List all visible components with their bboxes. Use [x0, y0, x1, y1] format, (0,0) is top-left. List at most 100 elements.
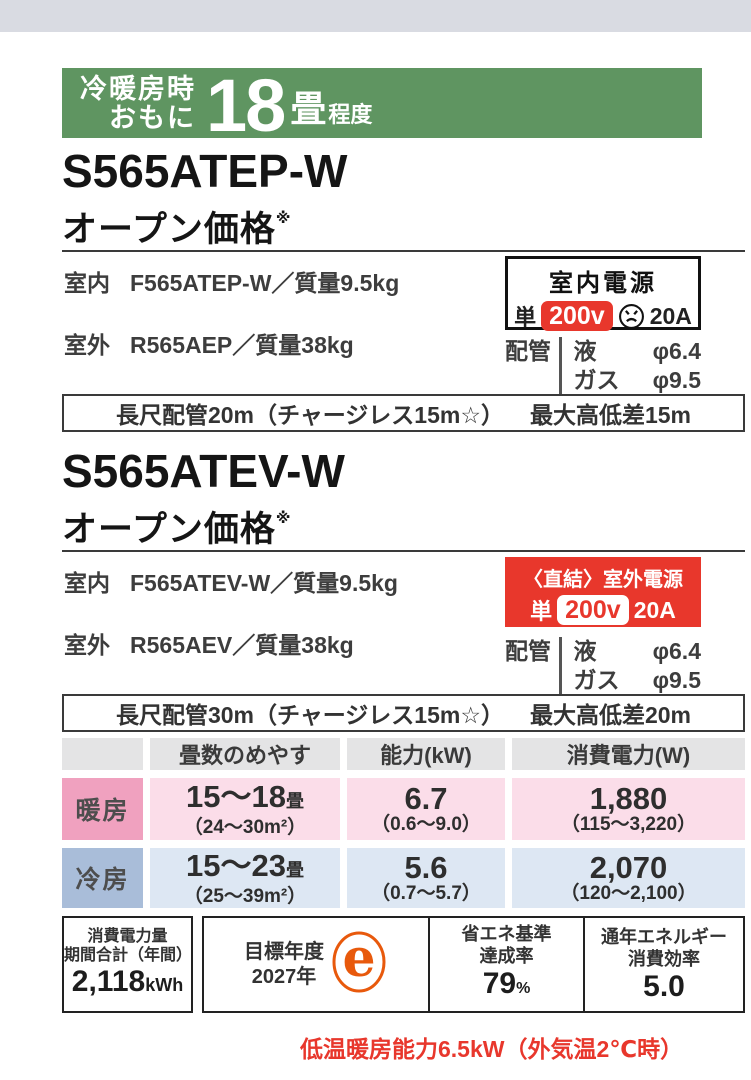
annual-kwh-number: 2,118 [71, 965, 146, 998]
annual-consumption-title-line1: 消費電力量 [87, 928, 168, 945]
svg-text:e: e [342, 929, 375, 989]
voltage-badge: 200v [557, 595, 629, 625]
capacity-caption-line1: 冷暖房時 [80, 74, 196, 104]
annual-consumption-title-line2: 期間合計（年間） [64, 947, 193, 964]
capacity-unit: 畳 [290, 88, 327, 129]
energy-info-section: 消費電力量 期間合計（年間） 2,118kWh 目標年度 2027年 e 省エネ… [62, 916, 745, 1013]
energy-saving-grid: 目標年度 2027年 e 省エネ基準 達成率 79% 通年エネルギー 消費効率 … [202, 916, 745, 1013]
piping-diameter: φ6.4 [652, 638, 701, 664]
tatami-range: 15～23 [186, 847, 286, 883]
table-corner-cell [62, 738, 143, 770]
piping-diameter: φ6.4 [652, 338, 701, 364]
piping-divider [559, 637, 562, 694]
long-pipe-note: 長尺配管30m（チャージレス15m☆） [115, 702, 504, 728]
cooling-area-range: （25～39m²） [183, 885, 307, 907]
piping-diameter: φ9.5 [652, 367, 701, 393]
heating-power-value: 1,880 [589, 781, 668, 816]
voltage-badge: 200v [541, 301, 613, 331]
annual-consumption-value: 2,118kWh [72, 965, 183, 1002]
achievement-value: 79% [483, 967, 531, 1006]
long-pipe-note: 長尺配管20m（チャージレス15m☆） [115, 402, 504, 428]
power-box-title: 室内電源 [549, 270, 657, 297]
price-note-mark: ※ [275, 510, 292, 527]
max-height-note: 最大高低差20m [529, 702, 692, 728]
outlet-icon [618, 303, 645, 330]
model-name: S565ATEP-W [62, 145, 348, 197]
achievement-percent-sign: % [516, 980, 531, 997]
top-strip [0, 0, 751, 32]
piping-rows: 液 φ6.4 ガス φ9.5 [574, 637, 702, 694]
amperage: 20A [649, 302, 692, 329]
annual-consumption-box: 消費電力量 期間合計（年間） 2,118kWh [62, 916, 193, 1013]
price-text: オープン価格 [62, 510, 276, 549]
target-year-label: 目標年度 [244, 940, 324, 963]
cooling-capacity-range: （0.7～5.7） [371, 883, 481, 904]
piping-name: 液 [573, 338, 597, 364]
model-name: S565ATEV-W [62, 445, 345, 497]
piping-divider [559, 337, 562, 394]
column-header-power: 消費電力(W) [512, 738, 745, 770]
power-phase: 単 [530, 599, 553, 624]
heating-capacity-range: （0.6～9.0） [371, 814, 481, 835]
achievement-label-line2: 達成率 [479, 946, 534, 966]
cooling-tatami-value: 15～23畳 [186, 850, 304, 886]
capacity-number: 18 [206, 64, 286, 147]
capacity-spec-table: 畳数のめやす 能力(kW) 消費電力(W) 暖房 15～18畳 （24～30m²… [62, 738, 745, 908]
power-spec-line: 単 200v 20A [505, 594, 701, 626]
indoor-unit-row: 室内 F565ATEV-W／質量9.5kg [64, 564, 398, 598]
row-label-cooling: 冷房 [62, 848, 143, 908]
model-price: オープン価格※ [62, 201, 292, 252]
indoor-label: 室内 [64, 270, 110, 296]
piping-row-liquid: 液 φ6.4 [574, 337, 702, 365]
outdoor-label: 室外 [64, 632, 110, 658]
piping-name: 液 [573, 638, 597, 664]
row-label-heating: 暖房 [62, 778, 143, 840]
piping-label: 配管 [505, 638, 551, 664]
target-year-cell: 目標年度 2027年 e [204, 918, 428, 1011]
amperage: 20A [633, 596, 676, 623]
power-phase: 単 [514, 305, 537, 330]
energy-saving-e-mark-icon: e [330, 928, 388, 1000]
indoor-label: 室内 [64, 570, 110, 596]
column-header-tatami: 畳数のめやす [150, 738, 340, 770]
piping-name: ガス [573, 367, 620, 393]
outdoor-value: R565AEV／質量38kg [130, 632, 354, 658]
power-box-title: 〈直結〉室外電源 [523, 569, 683, 591]
apf-label-line1: 通年エネルギー [601, 926, 727, 947]
capacity-unit-suffix: 程度 [328, 102, 373, 127]
outdoor-unit-row: 室外 R565AEV／質量38kg [64, 626, 354, 660]
long-pipe-box: 長尺配管20m（チャージレス15m☆） 最大高低差15m [62, 394, 745, 432]
outdoor-value: R565AEP／質量38kg [130, 332, 354, 358]
target-year-value: 2027年 [251, 965, 317, 988]
outdoor-label: 室外 [64, 332, 110, 358]
indoor-value: F565ATEP-W／質量9.5kg [130, 270, 400, 296]
indoor-unit-row: 室内 F565ATEP-W／質量9.5kg [64, 264, 399, 298]
apf-value: 5.0 [643, 969, 685, 1003]
power-spec-line: 単 200v 20A [508, 300, 698, 332]
long-pipe-box: 長尺配管30m（チャージレス15m☆） 最大高低差20m [62, 694, 745, 732]
heating-tatami-cell: 15～18畳 （24～30m²） [150, 778, 340, 840]
apf-cell: 通年エネルギー 消費効率 5.0 [583, 918, 743, 1011]
column-header-capacity: 能力(kW) [347, 738, 505, 770]
piping-row-liquid: 液 φ6.4 [574, 637, 702, 665]
heating-power-cell: 1,880 （115～3,220） [512, 778, 745, 840]
heating-capacity-value: 6.7 [404, 781, 448, 816]
achievement-label-line1: 省エネ基準 [461, 924, 552, 944]
heating-tatami-value: 15～18畳 [186, 781, 304, 817]
heating-power-range: （115～3,220） [560, 814, 697, 835]
annual-kwh-unit: kWh [145, 975, 184, 995]
capacity-caption-line2: おもに [109, 103, 196, 133]
model-section-atep: S565ATEP-W オープン価格※ 室内 F565ATEP-W／質量9.5kg … [62, 146, 745, 436]
outdoor-power-box: 〈直結〉室外電源 単 200v 20A [505, 557, 701, 627]
piping-label: 配管 [505, 338, 551, 364]
indoor-power-box: 室内電源 単 200v 20A [505, 256, 701, 332]
low-temp-heating-footnote: 低温暖房能力6.5kW（外気温2℃時） [300, 1036, 684, 1062]
piping-rows: 液 φ6.4 ガス φ9.5 [574, 337, 702, 394]
target-year-labels: 目標年度 2027年 [244, 940, 324, 990]
indoor-value: F565ATEV-W／質量9.5kg [130, 570, 398, 596]
tatami-unit: 畳 [285, 859, 304, 880]
piping-name: ガス [573, 667, 620, 693]
apf-label-line2: 消費効率 [628, 948, 700, 969]
tatami-range: 15～18 [186, 778, 286, 814]
